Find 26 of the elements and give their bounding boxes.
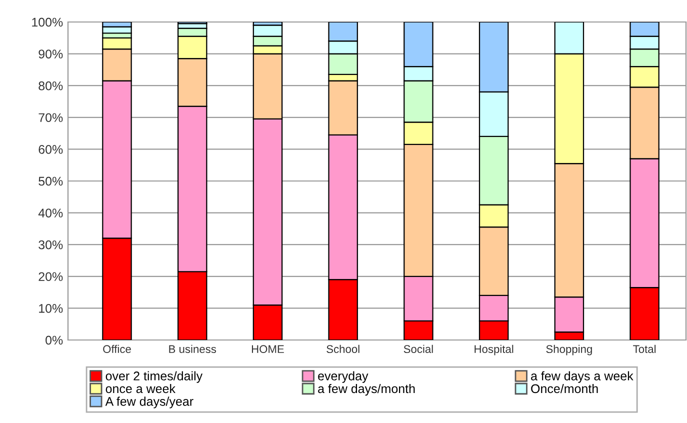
- y-tick-label: 90%: [38, 50, 63, 58]
- y-tick-label: 60%: [38, 145, 63, 154]
- legend-label: everyday: [318, 371, 368, 383]
- y-tick-label: 30%: [38, 240, 63, 250]
- x-tick-label: School: [326, 344, 360, 354]
- legend-label: once a week: [106, 384, 176, 394]
- x-tick-label: HOME: [252, 345, 284, 354]
- y-tick-label: 10%: [39, 304, 63, 313]
- legend-label: A few days/year: [105, 396, 194, 408]
- y-tick-label: 70%: [38, 113, 63, 122]
- legend-label: a few days/month: [318, 384, 415, 396]
- x-tick-label: Total: [633, 344, 656, 354]
- x-tick-label: Office: [103, 344, 131, 354]
- y-tick-label: 20%: [38, 272, 63, 282]
- y-tick-label: 100%: [32, 18, 63, 27]
- y-tick-label: 80%: [38, 81, 63, 90]
- y-tick-label: 0%: [46, 336, 63, 345]
- y-tick-label: 50%: [38, 176, 63, 186]
- legend-label: Once/month: [531, 384, 598, 394]
- x-tick-label: Social: [404, 344, 433, 354]
- legend-label: over 2 times/daily: [106, 371, 203, 383]
- x-tick-label: Hospital: [474, 344, 514, 356]
- y-tick-label: 40%: [38, 208, 63, 218]
- x-tick-label: B usiness: [169, 344, 216, 354]
- x-tick-label: Shopping: [546, 344, 592, 356]
- legend-label: a few days a week: [531, 371, 634, 383]
